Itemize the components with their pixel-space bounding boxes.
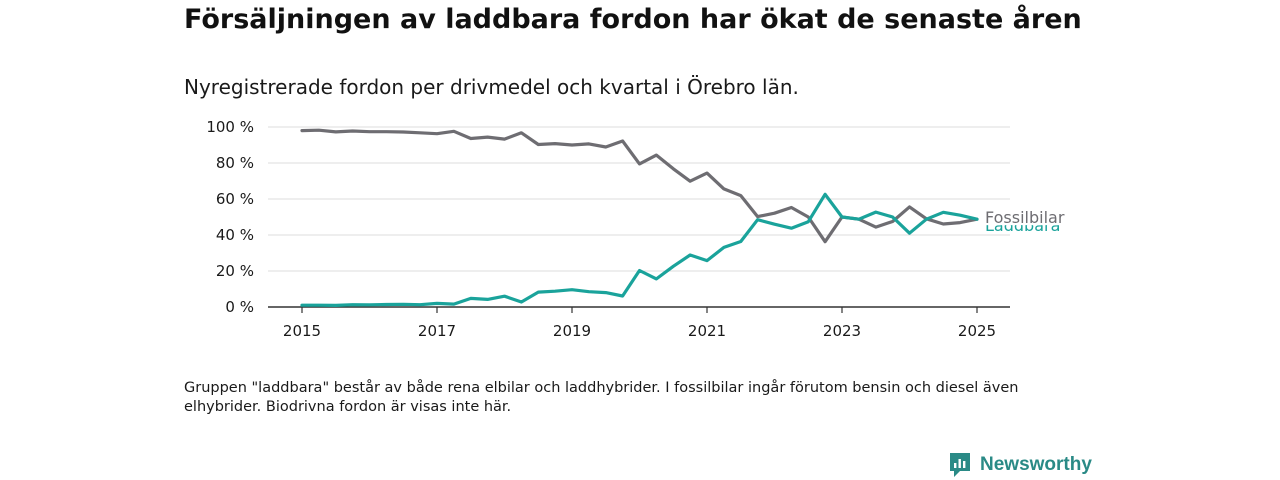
chart-subtitle: Nyregistrerade fordon per drivmedel och … [184,75,799,99]
y-tick-label: 100 % [206,118,254,136]
newsworthy-icon [950,453,970,477]
x-tick-label: 2023 [823,322,861,340]
line-chart: 0 % 20 % 40 % 60 % 80 % 100 % 2015 2017 2019 202… [206,118,1072,340]
y-tick-label: 80 % [216,154,254,172]
chart-title: Försäljningen av laddbara fordon har öka… [184,4,1082,35]
footnote: Gruppen "laddbara" består av både rena e… [184,380,1019,415]
y-tick-label: 40 % [216,226,254,244]
y-axis: 0 % 20 % 40 % 60 % 80 % 100 % [206,118,254,316]
x-axis: 2015 2017 2019 2021 2023 2025 [268,306,1010,340]
y-tick-label: 20 % [216,262,254,280]
series-label-fossilbilar: Fossilbilar [985,208,1065,227]
x-tick-label: 2021 [688,322,726,340]
series-line-laddbara [300,192,979,307]
x-tick-label: 2025 [958,322,996,340]
x-tick-label: 2017 [418,322,456,340]
series-line-fossilbilar [300,128,979,244]
x-tick-label: 2019 [553,322,591,340]
y-tick-label: 60 % [216,190,254,208]
series-lines [300,128,979,307]
y-tick-label: 0 % [225,298,254,316]
grid-lines [268,126,1010,272]
brand-name: Newsworthy [980,454,1092,475]
x-tick-label: 2015 [283,322,321,340]
label-backdrop [984,207,1072,226]
newsworthy-logo[interactable]: Newsworthy [948,450,1092,480]
